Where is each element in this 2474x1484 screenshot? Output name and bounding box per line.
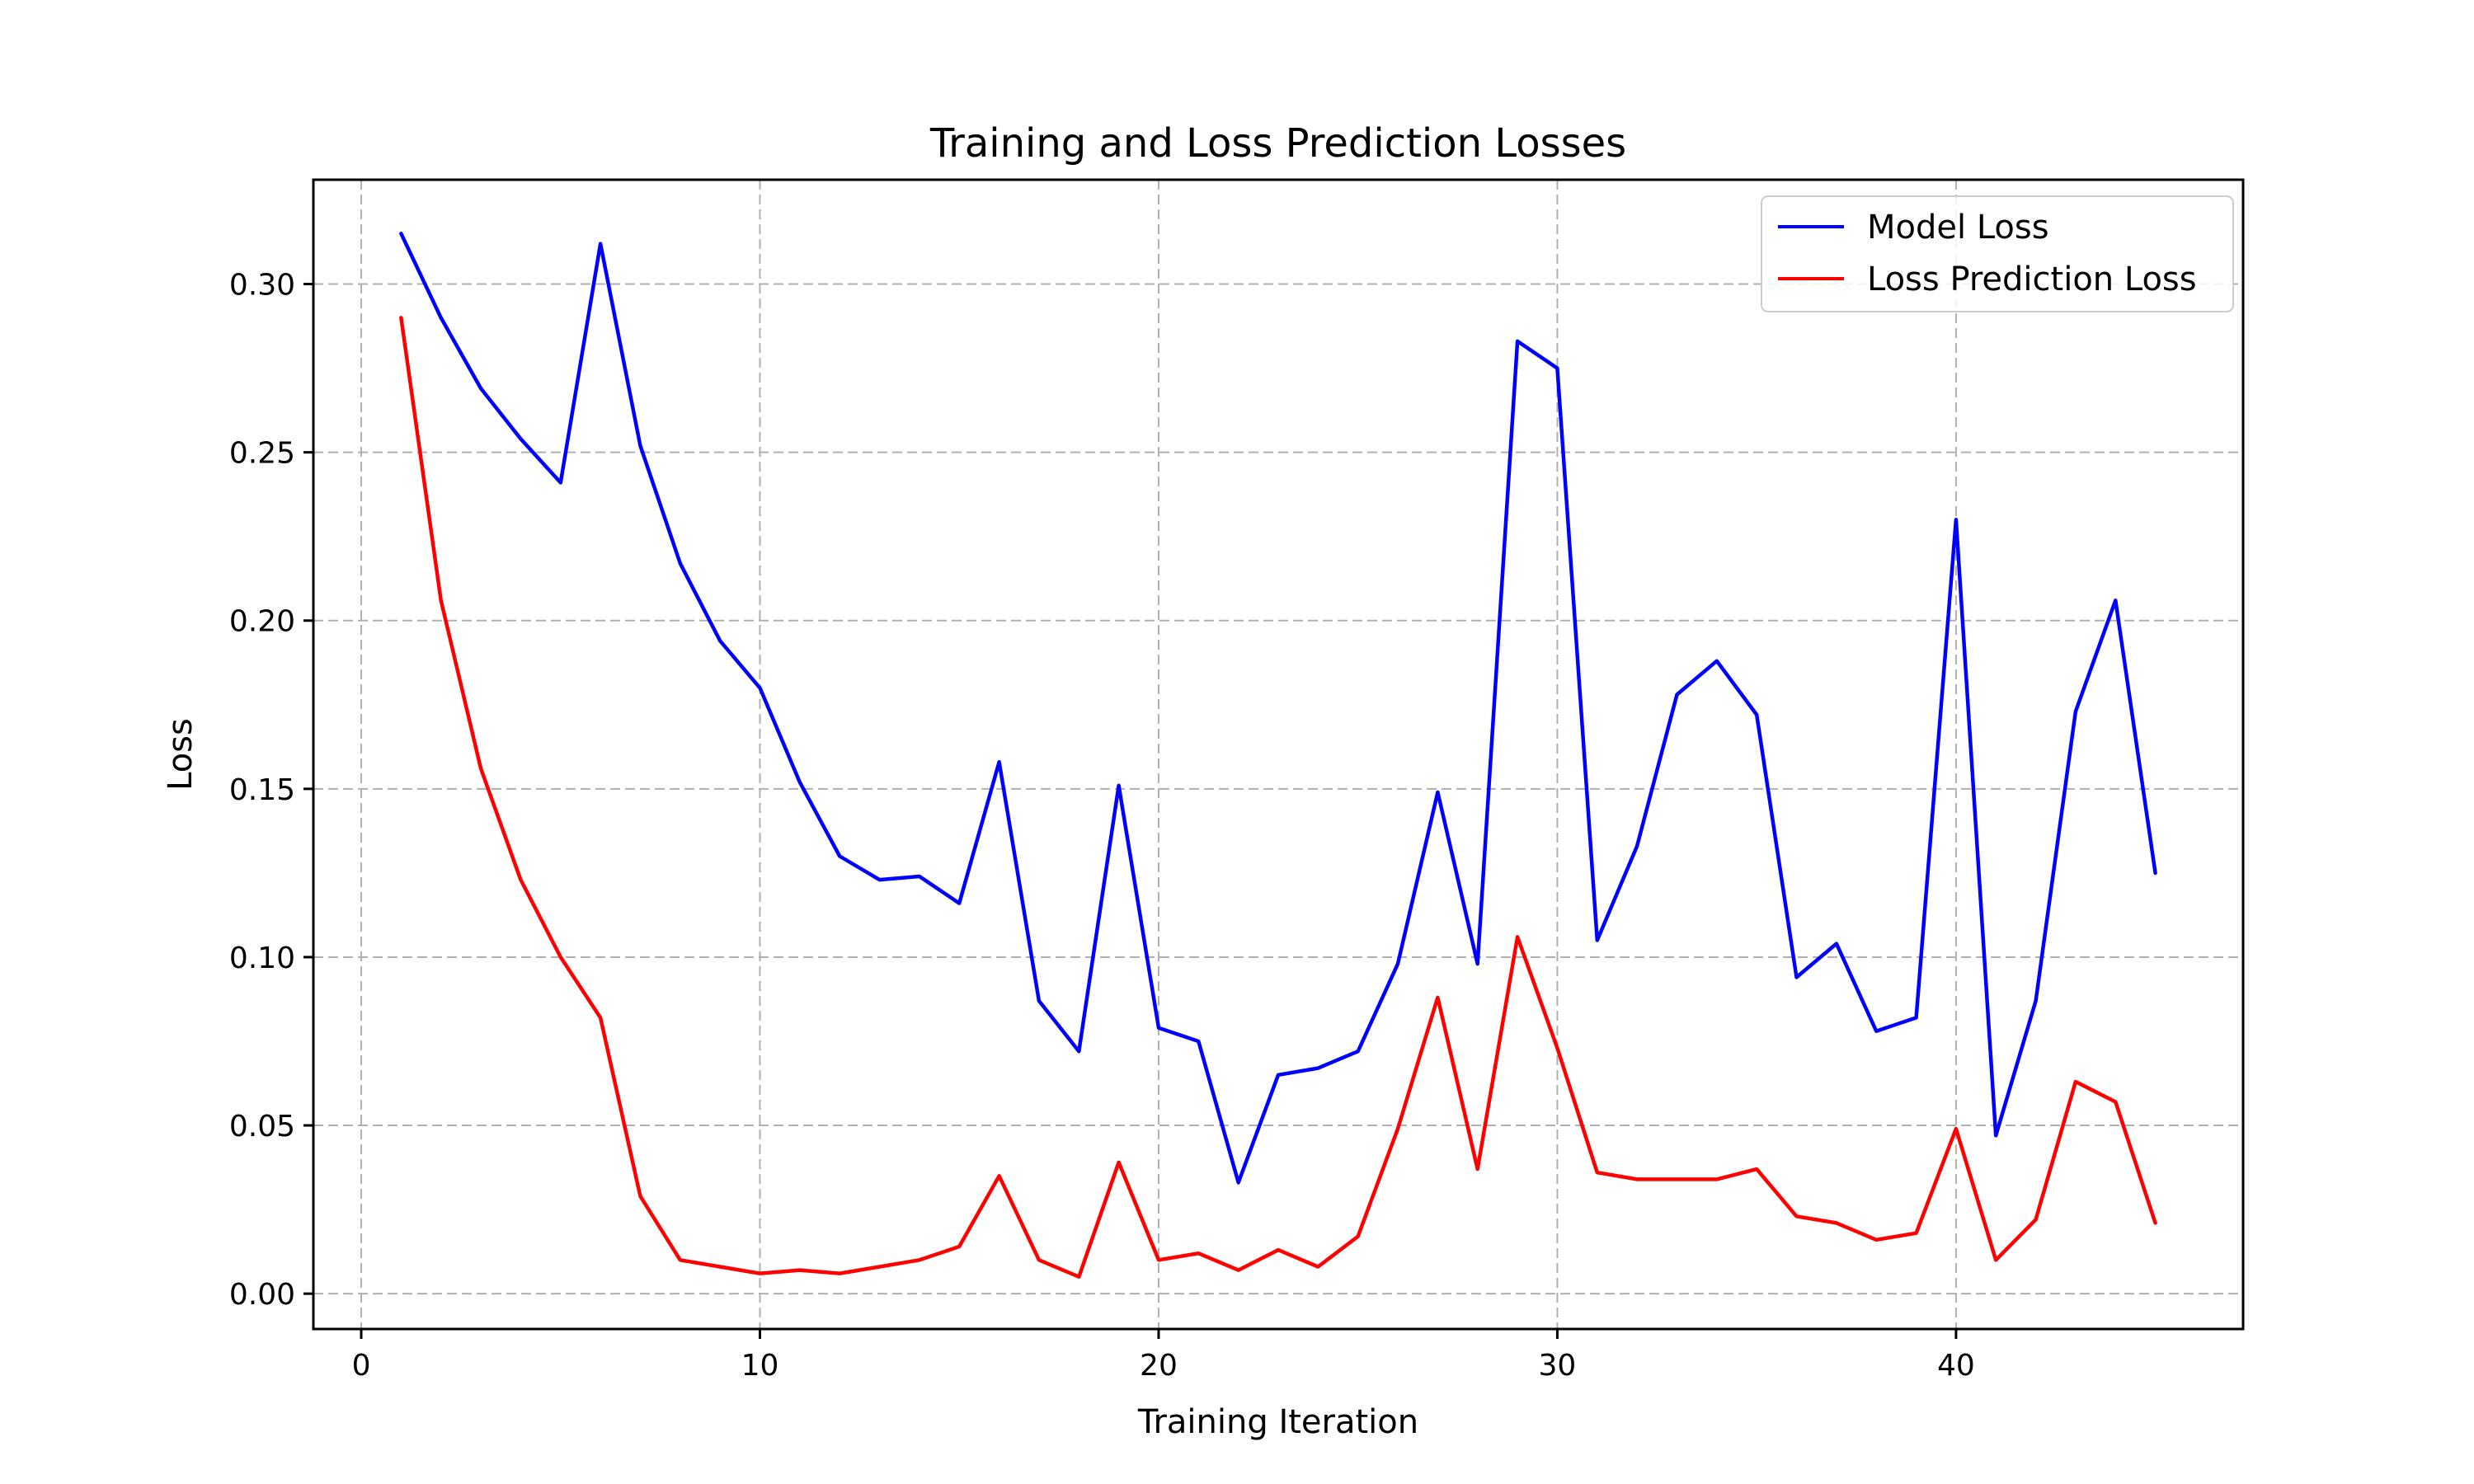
chart-title: Training and Loss Prediction Losses	[929, 120, 1626, 167]
y-tick-label: 0.10	[229, 942, 295, 975]
y-tick-label: 0.00	[229, 1278, 295, 1312]
x-tick-label: 40	[1937, 1349, 1975, 1383]
legend-label-loss-prediction-loss: Loss Prediction Loss	[1867, 261, 2197, 298]
y-tick-label: 0.30	[229, 269, 295, 303]
grid	[313, 180, 2243, 1329]
y-tick-label: 0.20	[229, 605, 295, 639]
x-axis-title: Training Iteration	[1137, 1403, 1418, 1441]
legend-box	[1761, 195, 2234, 312]
y-tick-label: 0.05	[229, 1110, 295, 1144]
x-tick-label: 20	[1140, 1349, 1178, 1383]
y-tick-label: 0.15	[229, 773, 295, 807]
legend-label-model-loss: Model Loss	[1867, 209, 2049, 247]
series-line-loss-prediction-loss	[399, 316, 2157, 1279]
series-line-model-loss	[399, 232, 2157, 1185]
legend: Model Loss Loss Prediction Loss	[1761, 195, 2234, 312]
y-axis-title: Loss	[162, 718, 200, 791]
y-tick-label: 0.25	[229, 437, 295, 471]
series-lines	[399, 232, 2157, 1279]
plot-area-frame	[312, 178, 2245, 1331]
axis-ticks: 0 10 20 30 40 0.00 0.05 0.10 0.15 0.20 0.25 0.30	[229, 269, 1975, 1383]
x-tick-label: 10	[741, 1349, 779, 1383]
x-tick-label: 30	[1539, 1349, 1577, 1383]
x-tick-label: 0	[352, 1349, 371, 1383]
